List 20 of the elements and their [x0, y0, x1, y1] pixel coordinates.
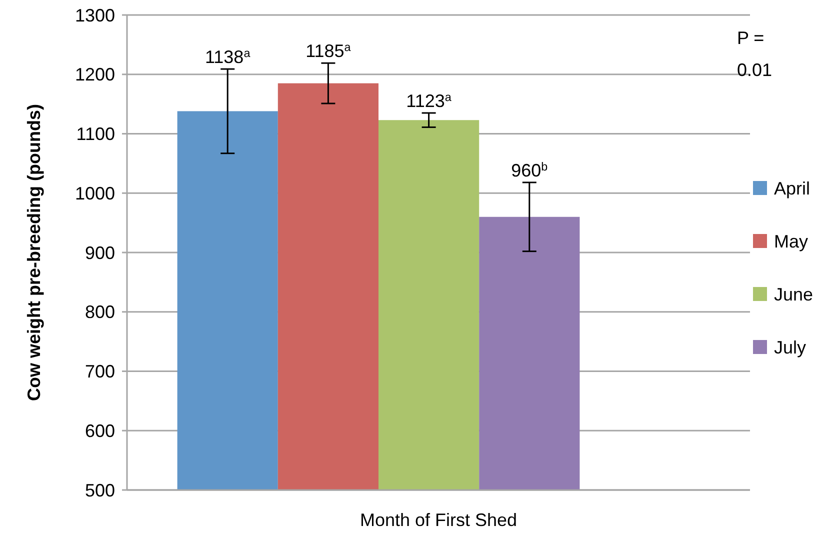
legend-label: July — [774, 337, 806, 358]
data-label: 960$^{b}$ — [511, 160, 548, 180]
y-tick-label: 800 — [84, 302, 115, 322]
data-label: 1185$^{a}$ — [306, 40, 352, 62]
y-tick-label: 700 — [84, 362, 115, 382]
data-label: 1123$^{a}$ — [406, 90, 452, 111]
y-tick-label: 1300 — [74, 5, 115, 26]
legend-label: May — [774, 231, 808, 252]
y-tick-label: 1000 — [74, 183, 115, 204]
y-tick-label: 600 — [84, 420, 115, 441]
y-axis-title: Cow weight pre-breeding (pounds) — [24, 104, 44, 401]
y-tick-label: 1200 — [74, 64, 115, 85]
legend-label: June — [774, 284, 814, 304]
annotation: P = 0.01 — [737, 28, 772, 80]
y-tick-label: 900 — [84, 242, 115, 263]
y-tick-label: 1100 — [76, 124, 115, 144]
legend-label: April — [774, 178, 810, 198]
x-axis-title: Month of First Shed — [360, 510, 518, 530]
y-tick-label: 500 — [84, 480, 115, 500]
data-label: 1138$^{a}$ — [204, 46, 251, 68]
